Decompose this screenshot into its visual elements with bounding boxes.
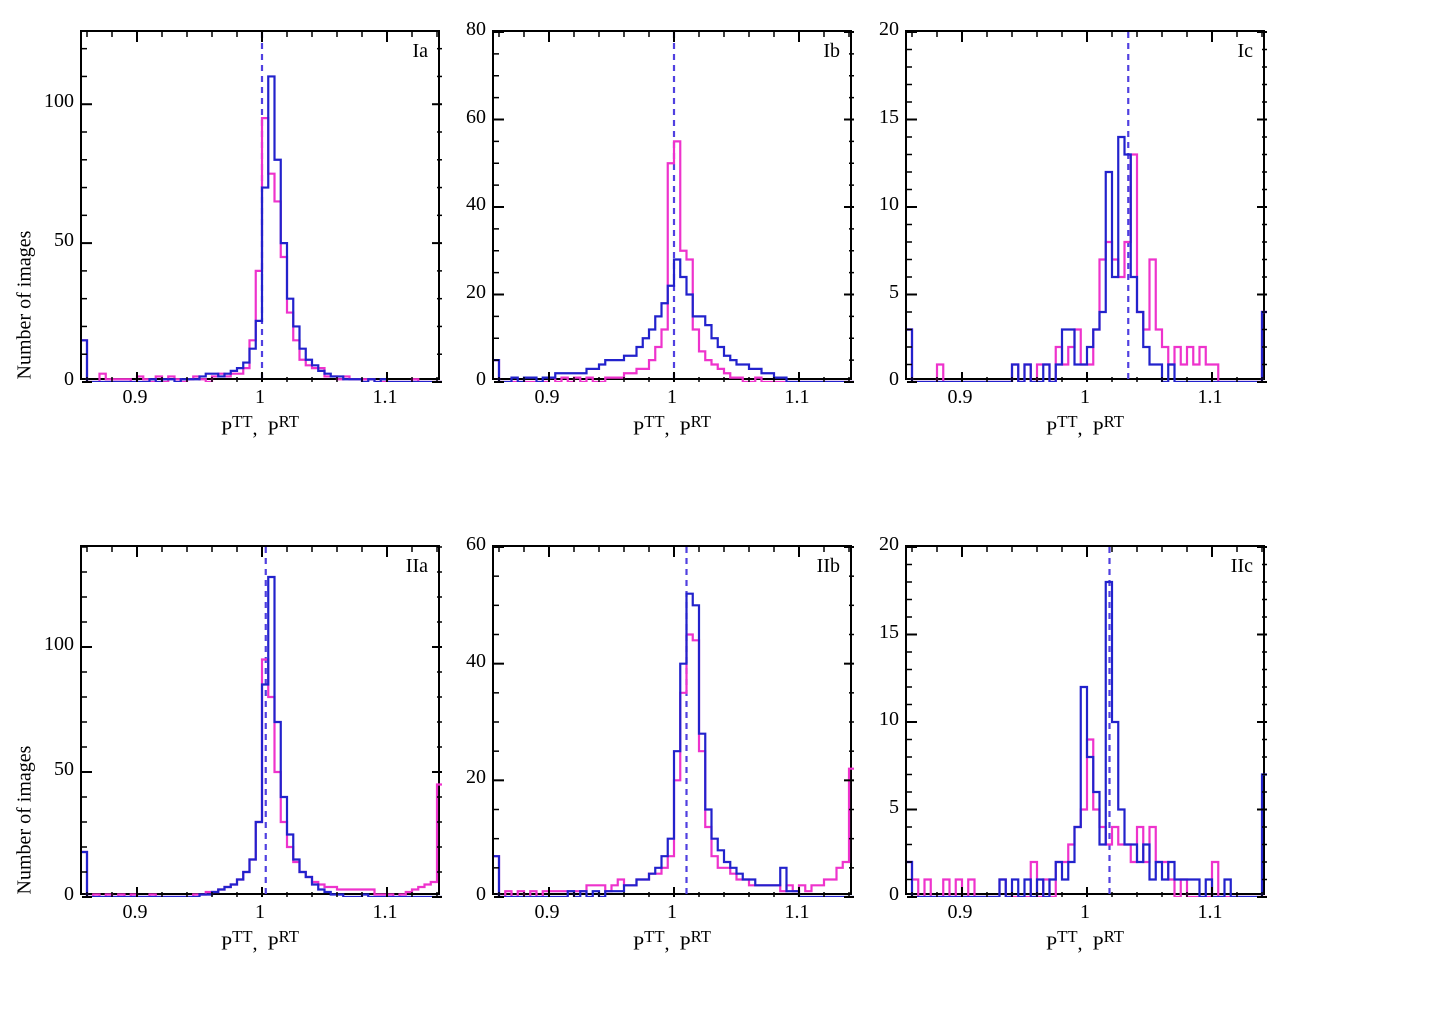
x-axis-label: PTT, PRT: [80, 927, 440, 956]
plot-svg: [82, 32, 442, 382]
y-tick-label: 100: [24, 90, 74, 113]
x-tick-label: 1: [1065, 901, 1105, 924]
panel-Ib: Ib0.911.1020406080PTT, PRT: [492, 20, 852, 425]
panel-Ic: Ic0.911.105101520PTT, PRT: [905, 20, 1265, 425]
panel-label: Ic: [1237, 40, 1253, 63]
y-tick-label: 0: [436, 368, 486, 391]
x-axis-label: PTT, PRT: [80, 412, 440, 441]
panel-label: IIc: [1231, 555, 1253, 578]
x-axis-label: PTT, PRT: [492, 412, 852, 441]
y-tick-label: 60: [436, 533, 486, 556]
x-tick-label: 1.1: [1190, 901, 1230, 924]
x-tick-label: 0.9: [527, 901, 567, 924]
y-tick-label: 20: [436, 766, 486, 789]
x-tick-label: 1: [652, 386, 692, 409]
panel-label: IIa: [406, 555, 428, 578]
x-tick-label: 1.1: [777, 901, 817, 924]
x-axis-label: PTT, PRT: [492, 927, 852, 956]
y-tick-label: 0: [849, 368, 899, 391]
y-tick-label: 15: [849, 621, 899, 644]
ticks: [907, 32, 1267, 382]
x-tick-label: 0.9: [940, 901, 980, 924]
panel-Ia: Ia0.911.1050100PTT, PRTNumber of images: [80, 20, 440, 425]
y-tick-label: 5: [849, 796, 899, 819]
y-tick-label: 15: [849, 106, 899, 129]
plot-box: [80, 545, 440, 895]
y-tick-label: 40: [436, 193, 486, 216]
y-tick-label: 80: [436, 18, 486, 41]
y-tick-label: 100: [24, 633, 74, 656]
plot-svg: [494, 547, 854, 897]
x-tick-label: 1.1: [365, 386, 405, 409]
x-tick-label: 1: [1065, 386, 1105, 409]
panel-label: IIb: [817, 555, 840, 578]
y-tick-label: 20: [849, 18, 899, 41]
x-tick-label: 1.1: [777, 386, 817, 409]
panel-label: Ib: [823, 40, 840, 63]
histogram-rt-blue: [81, 577, 444, 897]
plot-box: [492, 545, 852, 895]
histogram-rt-blue: [906, 582, 1269, 897]
y-tick-label: 0: [849, 883, 899, 906]
x-tick-label: 1.1: [365, 901, 405, 924]
plot-box: [80, 30, 440, 380]
histogram-tt-magenta: [906, 740, 1269, 898]
y-tick-label: 5: [849, 281, 899, 304]
x-axis-label: PTT, PRT: [905, 927, 1265, 956]
y-tick-label: 40: [436, 650, 486, 673]
plot-svg: [494, 32, 854, 382]
y-tick-label: 10: [849, 193, 899, 216]
x-tick-label: 0.9: [527, 386, 567, 409]
histogram-rt-blue: [906, 137, 1269, 382]
y-tick-label: 20: [436, 281, 486, 304]
x-tick-label: 1: [240, 386, 280, 409]
plot-box: [905, 30, 1265, 380]
panel-IIc: IIc0.911.105101520PTT, PRT: [905, 535, 1265, 940]
y-tick-label: 20: [849, 533, 899, 556]
plot-svg: [907, 32, 1267, 382]
plot-svg: [82, 547, 442, 897]
figure-container: Ia0.911.1050100PTT, PRTNumber of imagesI…: [0, 0, 1446, 1018]
x-axis-label: PTT, PRT: [905, 412, 1265, 441]
x-tick-label: 1: [240, 901, 280, 924]
x-tick-label: 0.9: [115, 901, 155, 924]
plot-box: [905, 545, 1265, 895]
x-tick-label: 0.9: [115, 386, 155, 409]
panel-label: Ia: [412, 40, 428, 63]
panel-IIa: IIa0.911.1050100PTT, PRTNumber of images: [80, 535, 440, 940]
y-tick-label: 0: [436, 883, 486, 906]
y-tick-label: 60: [436, 106, 486, 129]
y-axis-label: Number of images: [14, 720, 37, 920]
y-tick-label: 10: [849, 708, 899, 731]
y-axis-label: Number of images: [14, 205, 37, 405]
x-tick-label: 1: [652, 901, 692, 924]
panel-IIb: IIb0.911.10204060PTT, PRT: [492, 535, 852, 940]
x-tick-label: 0.9: [940, 386, 980, 409]
plot-svg: [907, 547, 1267, 897]
x-tick-label: 1.1: [1190, 386, 1230, 409]
plot-box: [492, 30, 852, 380]
